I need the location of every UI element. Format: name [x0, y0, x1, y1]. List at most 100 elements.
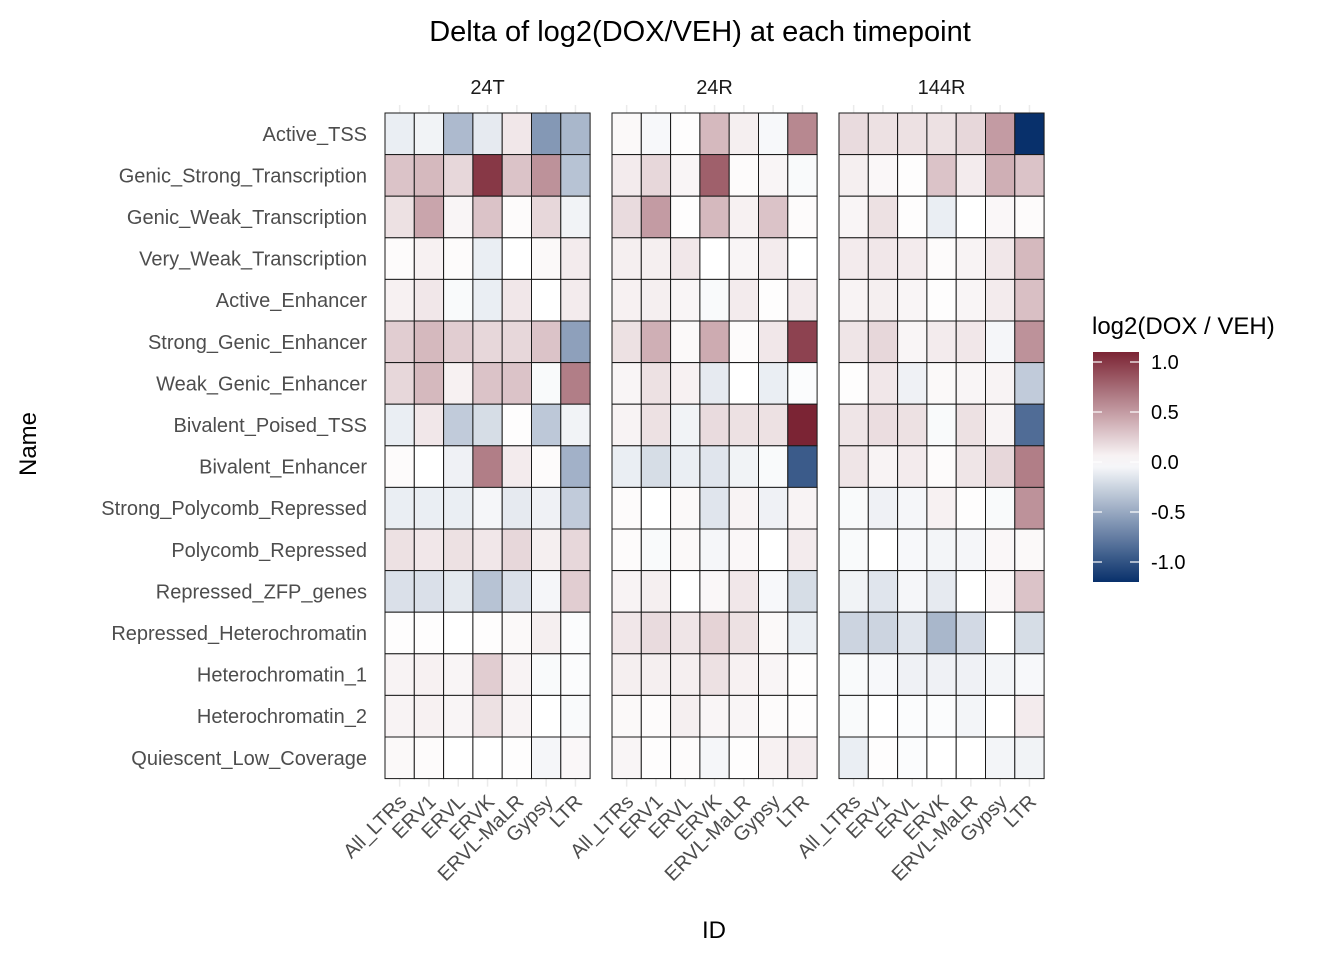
- heatmap-cell: [670, 403, 701, 447]
- heatmap-cell: [926, 445, 957, 488]
- heatmap-cell: [531, 445, 562, 488]
- heatmap-cell: [472, 445, 503, 488]
- heatmap-cell: [413, 486, 445, 530]
- heatmap-cell: [926, 362, 957, 405]
- heatmap-cell: [472, 736, 503, 780]
- heatmap-cell: [560, 278, 591, 322]
- heatmap-cell: [926, 694, 957, 738]
- heatmap-cell: [699, 694, 730, 738]
- heatmap-cell: [758, 403, 789, 447]
- heatmap-cell: [413, 611, 445, 655]
- heatmap-cell: [758, 736, 789, 780]
- heatmap-cell: [501, 154, 533, 197]
- heatmap-cell: [443, 486, 474, 530]
- heatmap-cell: [413, 320, 445, 364]
- heatmap-cell: [611, 528, 642, 572]
- heatmap-cell: [758, 237, 789, 280]
- heatmap-cell: [1014, 653, 1045, 696]
- heatmap-cell: [472, 694, 503, 738]
- heatmap-cell: [728, 486, 760, 530]
- heatmap-cell: [787, 195, 818, 239]
- heatmap-cell: [472, 653, 503, 696]
- heatmap-cell: [867, 570, 899, 613]
- heatmap-cell: [472, 362, 503, 405]
- heatmap-cell: [560, 611, 591, 655]
- heatmap-cell: [758, 611, 789, 655]
- heatmap-cell: [699, 445, 730, 488]
- heatmap-cell: [897, 154, 928, 197]
- heatmap-cell: [897, 570, 928, 613]
- heatmap-cell: [838, 611, 869, 655]
- heatmap-cell: [384, 195, 415, 239]
- heatmap-cell: [955, 445, 987, 488]
- heatmap-cell: [531, 528, 562, 572]
- heatmap-cell: [955, 736, 987, 780]
- heatmap-cell: [501, 736, 533, 780]
- heatmap-cell: [670, 694, 701, 738]
- heatmap-cell: [867, 112, 899, 156]
- heatmap-cell: [867, 278, 899, 322]
- heatmap-cell: [897, 362, 928, 405]
- heatmap-cell: [472, 112, 503, 156]
- legend-tick-label: -1.0: [1151, 552, 1185, 574]
- heatmap-cell: [838, 237, 869, 280]
- heatmap-cell: [838, 278, 869, 322]
- heatmap-cell: [897, 653, 928, 696]
- heatmap-cell: [501, 320, 533, 364]
- heatmap-cell: [699, 570, 730, 613]
- y-tick-label: Very_Weak_Transcription: [139, 249, 367, 271]
- heatmap-cell: [1014, 445, 1045, 488]
- heatmap-cell: [787, 736, 818, 780]
- heatmap-cell: [985, 445, 1016, 488]
- heatmap-cell: [897, 320, 928, 364]
- heatmap-cell: [955, 237, 987, 280]
- heatmap-cell: [728, 112, 760, 156]
- heatmap-cell: [413, 694, 445, 738]
- heatmap-cell: [985, 237, 1016, 280]
- heatmap-cell: [531, 570, 562, 613]
- heatmap-cell: [787, 611, 818, 655]
- heatmap-cell: [443, 445, 474, 488]
- heatmap-cell: [443, 403, 474, 447]
- heatmap-cell: [472, 320, 503, 364]
- x-tick-labels: All_LTRsERV1ERVLERVKERVL-MaLRGypsyLTRAll…: [339, 791, 1041, 886]
- heatmap-cell: [560, 195, 591, 239]
- heatmap-cell: [560, 445, 591, 488]
- heatmap-cell: [501, 694, 533, 738]
- heatmap-cell: [926, 528, 957, 572]
- heatmap-cell: [699, 320, 730, 364]
- heatmap-cell: [560, 570, 591, 613]
- heatmap-cell: [611, 403, 642, 447]
- facet-panel-24R: 24R: [611, 77, 818, 787]
- heatmap-cell: [443, 694, 474, 738]
- y-tick-label: Repressed_ZFP_genes: [156, 581, 367, 603]
- heatmap-cell: [699, 237, 730, 280]
- heatmap-cell: [758, 486, 789, 530]
- heatmap-cell: [955, 320, 987, 364]
- heatmap-cell: [640, 694, 672, 738]
- heatmap-cell: [670, 237, 701, 280]
- heatmap-cell: [531, 694, 562, 738]
- heatmap-cell: [867, 736, 899, 780]
- heatmap-cell: [413, 528, 445, 572]
- heatmap-cell: [413, 445, 445, 488]
- heatmap-cell: [501, 528, 533, 572]
- heatmap-cell: [611, 736, 642, 780]
- heatmap-cell: [640, 112, 672, 156]
- heatmap-cell: [413, 237, 445, 280]
- heatmap-cell: [897, 278, 928, 322]
- y-tick-labels: Active_TSS Genic_Strong_Transcription Geni…: [101, 124, 367, 770]
- heatmap-cell: [787, 237, 818, 280]
- heatmap-cell: [1014, 736, 1045, 780]
- x-axis-title: ID: [702, 917, 726, 944]
- heatmap-cell: [867, 486, 899, 530]
- heatmap-cell: [531, 486, 562, 530]
- heatmap-cell: [728, 528, 760, 572]
- heatmap-cell: [413, 362, 445, 405]
- heatmap-cell: [384, 611, 415, 655]
- heatmap-cell: [787, 653, 818, 696]
- heatmap-cell: [670, 154, 701, 197]
- heatmap-cell: [897, 112, 928, 156]
- y-tick-label: Bivalent_Poised_TSS: [174, 415, 367, 437]
